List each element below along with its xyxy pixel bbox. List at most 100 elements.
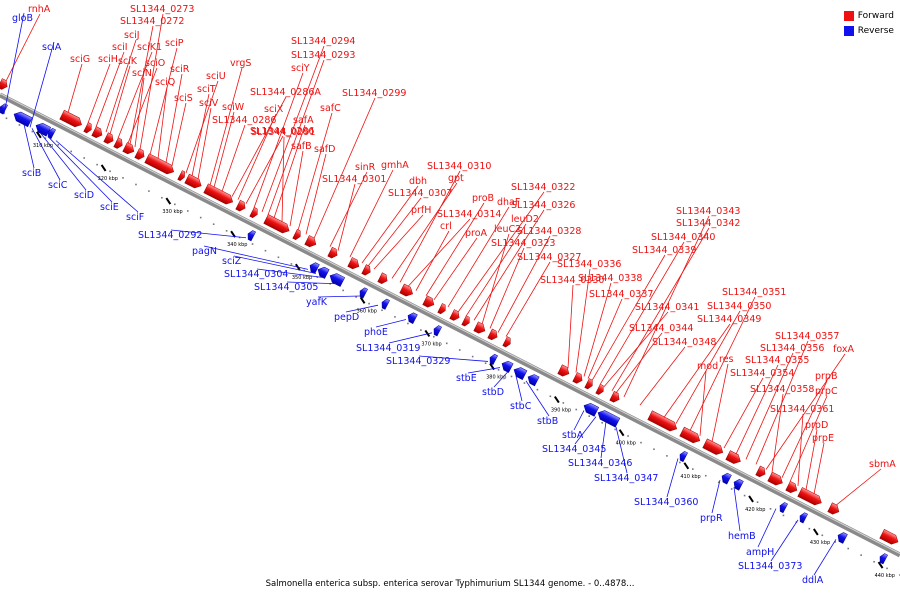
reverse-gene-label[interactable]: SL1344_0305 bbox=[254, 282, 318, 293]
forward-gene-label[interactable]: sciT bbox=[197, 84, 216, 95]
forward-gene-label[interactable]: gmhA bbox=[381, 160, 409, 171]
forward-gene-label[interactable]: prfH bbox=[411, 205, 431, 216]
forward-gene-label[interactable]: SL1344_0338 bbox=[578, 273, 642, 284]
reverse-gene-label[interactable]: ddlA bbox=[802, 575, 824, 586]
reverse-gene-label[interactable]: stbD bbox=[482, 387, 504, 398]
forward-gene-label[interactable]: SL1344_0337 bbox=[589, 289, 653, 300]
forward-gene-label[interactable]: sciX bbox=[264, 104, 284, 115]
forward-gene-label[interactable]: prpB bbox=[815, 371, 837, 382]
forward-gene-label[interactable]: safA bbox=[293, 115, 314, 126]
forward-gene-label[interactable]: sciK1 bbox=[137, 42, 162, 53]
forward-gene-label[interactable]: SL1344_0351 bbox=[722, 287, 786, 298]
reverse-gene-label[interactable]: sciE bbox=[100, 202, 119, 213]
reverse-gene-label[interactable]: SL1344_0292 bbox=[138, 230, 202, 241]
forward-gene-label[interactable]: proA bbox=[465, 228, 488, 239]
forward-gene-label[interactable]: SL1344_0307 bbox=[388, 188, 452, 199]
forward-gene-label[interactable]: sciO bbox=[145, 58, 165, 69]
forward-gene-label[interactable]: SL1344_0328 bbox=[517, 226, 581, 237]
forward-gene-label[interactable]: prpE bbox=[812, 433, 834, 444]
reverse-gene-label[interactable]: gloB bbox=[12, 13, 33, 24]
forward-gene-label[interactable]: res bbox=[719, 354, 734, 365]
forward-gene-label[interactable]: gpt bbox=[448, 173, 464, 184]
forward-gene-label[interactable]: SL1344_0339 bbox=[632, 245, 696, 256]
forward-gene-label[interactable]: SL1344_0286 bbox=[212, 115, 276, 126]
forward-gene-label[interactable]: sciS bbox=[174, 93, 193, 104]
forward-gene-label[interactable]: SL1344_0294 bbox=[291, 36, 355, 47]
reverse-gene-label[interactable]: pagN bbox=[192, 246, 217, 257]
reverse-gene-label[interactable]: sciA bbox=[42, 42, 62, 53]
forward-gene-label[interactable]: SL1344_0327 bbox=[517, 252, 581, 263]
reverse-gene-label[interactable]: SL1344_0373 bbox=[738, 561, 802, 572]
forward-gene-label[interactable]: SL1344_0349 bbox=[697, 314, 761, 325]
forward-gene-label[interactable]: SL1344_0343 bbox=[676, 206, 740, 217]
forward-gene-label[interactable]: sciN bbox=[132, 68, 152, 79]
forward-gene-label[interactable]: sciH bbox=[98, 54, 118, 65]
reverse-gene-label[interactable]: sciZ bbox=[222, 256, 242, 267]
forward-gene-label[interactable]: sciQ bbox=[155, 77, 175, 88]
forward-gene-label[interactable]: SL1344_0326 bbox=[511, 200, 575, 211]
forward-gene-label[interactable]: prpC bbox=[815, 386, 838, 397]
forward-gene-label[interactable]: safD bbox=[314, 144, 335, 155]
reverse-gene-label[interactable]: stbB bbox=[537, 416, 558, 427]
forward-gene-label[interactable]: sinR bbox=[355, 162, 376, 173]
forward-gene-label[interactable]: sciK bbox=[118, 56, 138, 67]
forward-gene-label[interactable]: sciG bbox=[70, 54, 90, 65]
reverse-gene-label[interactable]: sciB bbox=[22, 168, 41, 179]
reverse-gene-label[interactable]: phoE bbox=[364, 327, 388, 338]
forward-gene-label[interactable]: safC bbox=[320, 103, 341, 114]
reverse-gene-label[interactable]: yafK bbox=[306, 297, 328, 308]
forward-gene-label[interactable]: SL1344_0340 bbox=[651, 232, 715, 243]
forward-gene-label[interactable]: SL1344_0348 bbox=[652, 337, 716, 348]
reverse-gene-label[interactable]: hemB bbox=[728, 531, 756, 542]
forward-gene-label[interactable]: SL1344_0314 bbox=[437, 209, 501, 220]
forward-gene-label[interactable]: sciU bbox=[206, 71, 226, 82]
forward-gene-label[interactable]: leuC2 bbox=[494, 224, 521, 235]
reverse-gene-label[interactable]: SL1344_0347 bbox=[594, 473, 658, 484]
forward-gene-label[interactable]: SL1344_0273 bbox=[130, 4, 194, 15]
forward-gene-label[interactable]: sciY bbox=[291, 63, 310, 74]
forward-gene-label[interactable]: SL1344_0356 bbox=[760, 343, 824, 354]
reverse-gene-label[interactable]: stbC bbox=[510, 401, 532, 412]
reverse-gene-label[interactable]: SL1344_0319 bbox=[356, 343, 420, 354]
forward-gene-label[interactable]: SL1344_0357 bbox=[775, 331, 839, 342]
forward-gene-label[interactable]: SL1344_0293 bbox=[291, 50, 355, 61]
forward-gene-label[interactable]: SL1344_0350 bbox=[707, 301, 771, 312]
forward-gene-label[interactable]: SL1344_0299 bbox=[342, 88, 406, 99]
reverse-gene-label[interactable]: SL1344_0346 bbox=[568, 458, 632, 469]
reverse-gene-label[interactable]: SL1344_0304 bbox=[224, 269, 288, 280]
forward-gene-label[interactable]: foxA bbox=[833, 344, 854, 355]
reverse-gene-label[interactable]: SL1344_0345 bbox=[542, 444, 606, 455]
reverse-gene-label[interactable]: sciF bbox=[126, 212, 144, 223]
forward-gene-label[interactable]: vrgS bbox=[230, 58, 251, 69]
forward-gene-label[interactable]: sciV bbox=[199, 98, 219, 109]
forward-gene-label[interactable]: sciP bbox=[165, 38, 184, 49]
forward-gene-label[interactable]: SL1344_0341 bbox=[635, 302, 699, 313]
forward-gene-label[interactable]: sciR bbox=[170, 64, 190, 75]
forward-gene-label[interactable]: SL1344_0342 bbox=[676, 218, 740, 229]
forward-gene-label[interactable]: SL1344_0354 bbox=[730, 368, 794, 379]
forward-gene-label[interactable]: SL1344_0358 bbox=[750, 384, 814, 395]
forward-gene-label[interactable]: SL1344_0361 bbox=[770, 404, 834, 415]
forward-gene-label[interactable]: prpD bbox=[805, 420, 828, 431]
forward-gene-label[interactable]: SL1344_0323 bbox=[491, 238, 555, 249]
forward-gene-label[interactable]: SL1344_0322 bbox=[511, 182, 575, 193]
reverse-gene-label[interactable]: stbA bbox=[562, 430, 584, 441]
forward-gene-label[interactable]: sciJ bbox=[124, 30, 140, 41]
forward-gene-label[interactable]: SL1344_0286A bbox=[250, 87, 321, 98]
forward-gene-label[interactable]: SL1344_0355 bbox=[745, 355, 809, 366]
forward-gene-label[interactable]: leuD2 bbox=[511, 214, 539, 225]
forward-gene-label[interactable]: rnhA bbox=[28, 4, 51, 15]
reverse-gene-label[interactable]: sciC bbox=[48, 180, 68, 191]
reverse-gene-label[interactable]: pepD bbox=[334, 312, 359, 323]
forward-gene-label[interactable]: SL1344_0310 bbox=[427, 161, 491, 172]
legend-reverse[interactable]: Reverse bbox=[843, 23, 894, 38]
forward-gene-label[interactable]: dhaF bbox=[497, 197, 520, 208]
forward-gene-label[interactable]: crl bbox=[440, 221, 452, 232]
forward-gene-label[interactable]: sciI bbox=[112, 42, 128, 53]
forward-gene-label[interactable]: SL1344_0301 bbox=[322, 174, 386, 185]
reverse-gene-label[interactable]: prpR bbox=[700, 513, 723, 524]
reverse-gene-label[interactable]: SL1344_0360 bbox=[634, 497, 698, 508]
forward-gene-label[interactable]: dbh bbox=[409, 176, 427, 187]
forward-gene-label[interactable]: sbmA bbox=[869, 459, 896, 470]
